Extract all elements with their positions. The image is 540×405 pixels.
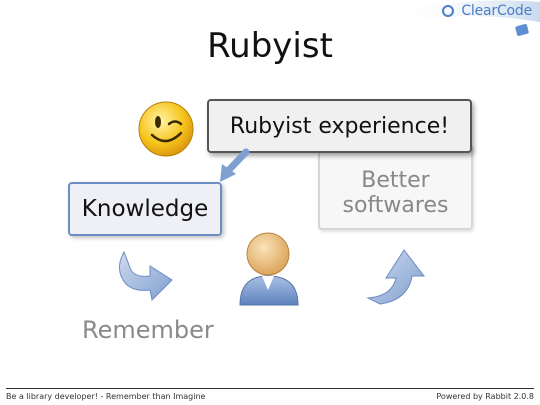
better-softwares-box: Better softwares: [318, 144, 473, 230]
pointer-arrow-icon: [220, 148, 250, 182]
curved-arrow-icon: [119, 250, 173, 302]
winking-smiley-icon: [138, 101, 194, 157]
better-line-1: Better: [361, 168, 430, 193]
logo-swoosh: [390, 0, 540, 36]
person-icon: [239, 232, 299, 306]
footer-divider: [6, 388, 534, 389]
footer-left-text: Be a library developer! - Remember than …: [6, 392, 206, 401]
remember-label: Remember: [82, 316, 214, 344]
curved-up-arrow-icon: [366, 249, 426, 305]
knowledge-box: Knowledge: [68, 182, 222, 236]
knowledge-label: Knowledge: [81, 196, 209, 222]
footer-right-text: Powered by Rabbit 2.0.8: [436, 392, 534, 401]
better-line-2: softwares: [342, 193, 449, 218]
clearcode-logo: ClearCode: [390, 0, 540, 42]
logo-text: ClearCode: [461, 3, 532, 19]
rubyist-experience-box: Rubyist experience!: [207, 99, 472, 153]
slide-title: Rubyist: [207, 26, 333, 66]
experience-label: Rubyist experience!: [229, 113, 450, 139]
